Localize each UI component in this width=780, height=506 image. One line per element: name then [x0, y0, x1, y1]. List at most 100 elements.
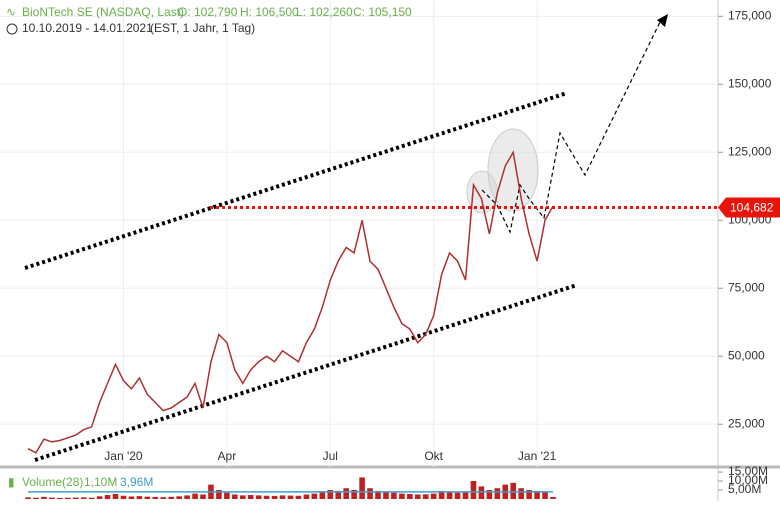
volume-bar	[72, 497, 79, 499]
channel-upper	[24, 91, 568, 270]
volume-bar	[367, 488, 373, 499]
volume-bar	[263, 495, 270, 499]
price-line	[27, 150, 554, 454]
volume-bar	[255, 495, 262, 499]
volume-bar	[200, 494, 206, 499]
volume-bar	[247, 495, 254, 499]
clock-icon	[6, 23, 18, 35]
volume-bar	[399, 493, 405, 499]
volume-bar	[494, 488, 501, 499]
low: L: 102,260	[296, 5, 353, 19]
y-tick-label: 75,000	[728, 280, 765, 294]
y-tick-label: 5,00M	[728, 482, 761, 496]
volume-bar	[375, 490, 381, 499]
volume-bar	[430, 493, 437, 499]
volume-bar	[25, 497, 31, 499]
volume-bar	[383, 491, 389, 499]
volume-bar	[64, 497, 71, 499]
last-price-label: 104,682	[730, 201, 774, 215]
volume-bar	[486, 490, 493, 499]
volume-bar	[279, 495, 286, 499]
volume-bar	[160, 497, 167, 499]
channel-lower	[34, 283, 578, 462]
volume-bar	[120, 495, 127, 499]
grid: 25,00050,00075,000100,000125,000150,0001…	[0, 0, 772, 496]
volume-bar	[343, 488, 349, 499]
volume-bar	[407, 493, 413, 499]
volume-bar	[478, 486, 485, 499]
volume-bar	[112, 493, 119, 499]
volume-bar	[335, 490, 342, 499]
volume-bar	[168, 496, 174, 499]
volume-bar	[33, 497, 39, 499]
volume-bar	[462, 492, 469, 499]
header: ∿ BioNTech SE (NASDAQ, Last) O: 102,790 …	[6, 5, 412, 489]
x-tick-label: Apr	[218, 449, 237, 463]
volume-bar	[144, 496, 151, 499]
volume-bar	[239, 495, 246, 499]
volume-bar	[232, 494, 238, 499]
x-tick-label: Jul	[323, 449, 338, 463]
volume-title: Volume(28)	[22, 475, 83, 489]
plot: 104,682	[25, 150, 780, 499]
y-tick-label: 175,000	[728, 8, 772, 22]
y-tick-label: 10,00M	[728, 473, 768, 487]
high: H: 106,500	[240, 5, 299, 19]
volume-bar	[311, 493, 318, 499]
volume-bar	[41, 496, 47, 499]
volume-bar	[136, 496, 143, 499]
open: O: 102,790	[178, 5, 238, 19]
last-price-tag	[718, 197, 780, 218]
volume-bar	[152, 497, 159, 499]
volume-bar	[526, 490, 532, 499]
y-tick-label: 50,000	[728, 348, 765, 362]
volume-bar	[470, 481, 477, 499]
volume-bar	[510, 482, 517, 499]
volume-bar	[295, 495, 302, 499]
volume-bar	[128, 496, 135, 499]
date-note: (EST, 1 Jahr, 1 Tag)	[150, 21, 255, 35]
volume-average: 3,96M	[120, 475, 153, 489]
title: BioNTech SE (NASDAQ, Last)	[22, 5, 184, 19]
volume-bar	[192, 493, 198, 499]
volume-bar	[454, 492, 461, 499]
volume-bar	[49, 497, 55, 499]
volume-bar	[438, 490, 445, 499]
x-tick-label: Okt	[424, 449, 443, 463]
volume-bar	[542, 491, 548, 499]
volume-bar	[534, 490, 540, 499]
volume-bar	[184, 495, 190, 499]
volume-bar	[303, 494, 310, 499]
projection	[481, 17, 663, 234]
volume-bar	[57, 497, 63, 499]
volume-bar	[518, 488, 524, 499]
volume-bar	[414, 494, 421, 499]
volume-bar	[287, 495, 294, 499]
close: C: 105,150	[353, 5, 412, 19]
volume-bar	[327, 490, 334, 499]
volume-bar	[359, 477, 365, 499]
volume-bar	[550, 497, 556, 499]
volume-last: 1,10M	[84, 475, 117, 489]
volume-bar	[319, 491, 326, 499]
volume-bar	[351, 490, 357, 499]
volume-bar	[422, 494, 429, 499]
volume-bar	[104, 495, 111, 499]
volume-bar	[446, 491, 453, 499]
y-tick-label: 125,000	[728, 144, 772, 158]
y-tick-label: 150,000	[728, 76, 772, 90]
y-tick-label: 25,000	[728, 416, 765, 430]
volume-bar	[224, 492, 230, 499]
icon: ∿	[6, 5, 16, 19]
icon: ▮	[8, 475, 15, 489]
volume-bar	[96, 496, 103, 499]
x-tick-label: Jan '21	[518, 449, 557, 463]
volume-bar	[271, 495, 278, 499]
arrow-head	[657, 14, 668, 27]
volume-bar	[216, 490, 222, 499]
x-tick-label: Jan '20	[104, 449, 143, 463]
y-tick-label: 15,00M	[728, 464, 768, 478]
highlight	[487, 128, 539, 212]
